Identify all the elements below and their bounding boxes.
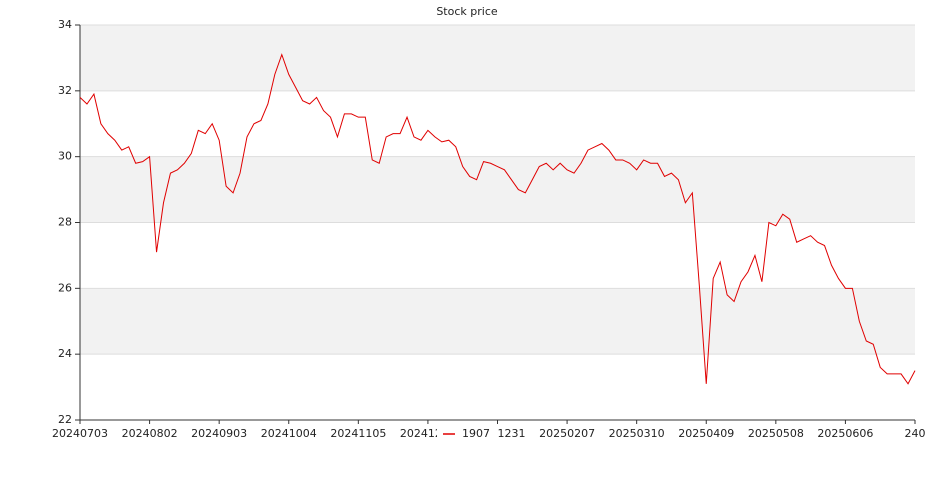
y-tick-label: 34 [58, 18, 72, 31]
x-tick-label: 20240802 [122, 427, 178, 440]
y-tick-label: 26 [58, 281, 72, 294]
x-tick-label: 20250409 [678, 427, 734, 440]
x-tick-label: 240 [905, 427, 926, 440]
y-tick-label: 32 [58, 84, 72, 97]
x-tick-label: 20250508 [748, 427, 804, 440]
legend: 1907 [437, 425, 497, 443]
series-line [79, 53, 916, 385]
chart-title: Stock price [436, 5, 498, 18]
legend-label: 1907 [462, 427, 490, 440]
legend-box [437, 425, 497, 443]
x-tick-label: 20240703 [52, 427, 108, 440]
x-tick-label: 20241105 [330, 427, 386, 440]
y-tick-label: 22 [58, 413, 72, 426]
x-tick-label: 20241004 [261, 427, 317, 440]
x-tick-label: 20250310 [609, 427, 665, 440]
y-tick-label: 28 [58, 216, 72, 229]
x-tick-label: 20240903 [191, 427, 247, 440]
y-tick-label: 30 [58, 150, 72, 163]
x-tick-label: 20250207 [539, 427, 595, 440]
y-tick-label: 24 [58, 347, 72, 360]
grid-band [80, 288, 915, 355]
grid-band [80, 156, 915, 223]
grid-band [80, 25, 915, 91]
x-tick-label: 20250606 [817, 427, 873, 440]
